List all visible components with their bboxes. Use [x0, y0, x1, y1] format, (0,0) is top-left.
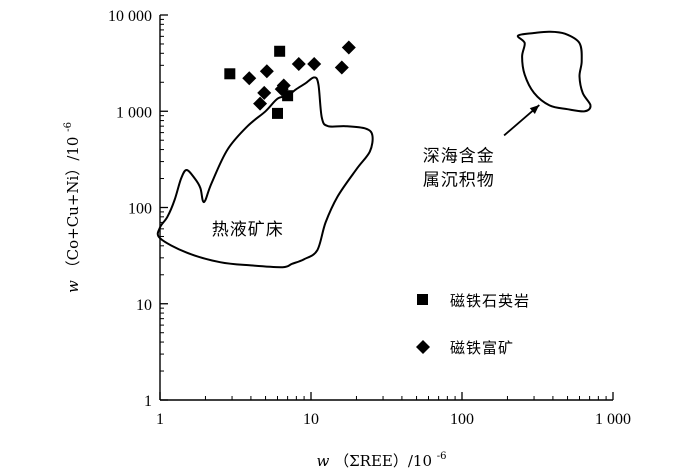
legend: 磁铁石英岩 磁铁富矿 — [416, 292, 530, 357]
y-tick-label: 1 000 — [116, 104, 152, 121]
y-axis-title: w （Co+Cu+Ni）/10 -6 — [63, 122, 82, 293]
hydrothermal-deposit-label: 热液矿床 — [212, 220, 284, 240]
legend-diamond-marker — [416, 340, 430, 354]
legend-label-magnetite-quartzite: 磁铁石英岩 — [450, 292, 530, 310]
magnetite-rich-ore-point — [341, 40, 356, 55]
magnetite-quartzite-point — [282, 90, 294, 102]
magnetite-rich-ore-point — [307, 56, 322, 71]
deep-sea-metalliferous-sediment-region — [516, 30, 592, 113]
magnetite-rich-ore-point — [259, 64, 274, 79]
x-tick-label: 100 — [450, 411, 474, 428]
legend-square-marker — [417, 294, 428, 305]
x-axis-title-var: w — [316, 452, 329, 470]
magnetite-quartzite-point — [274, 45, 286, 57]
y-tick-label: 10 — [136, 297, 152, 314]
magnetite-quartzite-point — [272, 107, 284, 119]
y-tick-label: 10 000 — [108, 8, 152, 25]
x-tick-label: 1 000 — [595, 411, 631, 428]
points-layer — [224, 40, 356, 119]
magnetite-rich-ore-point — [334, 60, 349, 75]
y-axis-title-wrap: w （Co+Cu+Ni）/10 -6 — [63, 122, 82, 293]
deep-sea-sediment-label-line: 深海含金 — [423, 147, 495, 167]
magnetite-rich-ore-point — [242, 71, 257, 86]
y-axis-title-exp: -6 — [63, 122, 74, 132]
y-axis-title-var: w — [64, 280, 82, 293]
x-axis-title-exp: -6 — [437, 451, 447, 462]
y-axis-title-text: （Co+Cu+Ni）/10 — [64, 137, 82, 276]
deep-sea-sediment-label-line: 属沉积物 — [423, 171, 495, 191]
hydrothermal-deposit-region — [156, 76, 374, 269]
magnetite-rich-ore-point — [253, 96, 268, 111]
ticks-layer: 1 10 100 1 000 10 000 1 10 100 1 000 — [108, 8, 631, 428]
x-tick-label: 10 — [303, 411, 319, 428]
magnetite-rich-ore-point — [257, 85, 272, 100]
legend-label-magnetite-rich-ore: 磁铁富矿 — [450, 339, 514, 357]
y-tick-label: 100 — [128, 201, 152, 218]
y-tick-label: 1 — [144, 393, 152, 410]
magnetite-rich-ore-point — [276, 78, 291, 93]
x-tick-label: 1 — [156, 411, 164, 428]
magnetite-quartzite-point — [224, 68, 236, 80]
magnetite-rich-ore-point — [291, 56, 306, 71]
region-arrow-head — [529, 105, 540, 115]
x-axis-title: w （ΣREE）/10 -6 — [316, 451, 446, 470]
x-axis-title-text: （ΣREE）/10 — [334, 452, 432, 470]
